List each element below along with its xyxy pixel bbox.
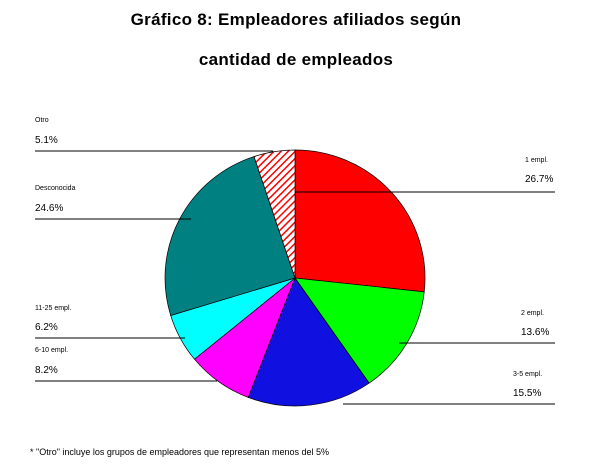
- slice-label-3-5-empl: 3-5 empl.: [513, 371, 542, 378]
- chart-title-line-1: Gráfico 8: Empleadores afiliados según: [130, 10, 462, 29]
- slice-value-1-empl: 26.7%: [525, 174, 553, 185]
- slice-value-11-25-empl: 6.2%: [35, 322, 58, 333]
- pie-slice-3-5-empl: [247, 277, 370, 407]
- slice-value-2-empl: 13.6%: [521, 327, 549, 338]
- footnote: * "Otro" incluye los grupos de empleador…: [30, 447, 330, 457]
- slice-label-2-empl: 2 empl.: [521, 310, 544, 317]
- pie-slice-otro: [253, 149, 296, 279]
- slice-value-desconocida: 24.6%: [35, 203, 63, 214]
- slice-value-3-5-empl: 15.5%: [513, 388, 541, 399]
- chart-title-line-2: cantidad de empleados: [198, 50, 394, 69]
- slice-label-6-10-empl: 6-10 empl.: [35, 347, 68, 354]
- pie-slice-1-empl: [294, 149, 426, 293]
- slice-label-11-25-empl: 11-25 empl.: [35, 305, 72, 312]
- slice-value-otro: 5.1%: [35, 135, 58, 146]
- slice-value-6-10-empl: 8.2%: [35, 365, 58, 376]
- slice-label-desconocida: Desconocida: [35, 185, 76, 192]
- slice-label-1-empl: 1 empl.: [525, 157, 548, 164]
- slice-label-otro: Otro: [35, 117, 49, 124]
